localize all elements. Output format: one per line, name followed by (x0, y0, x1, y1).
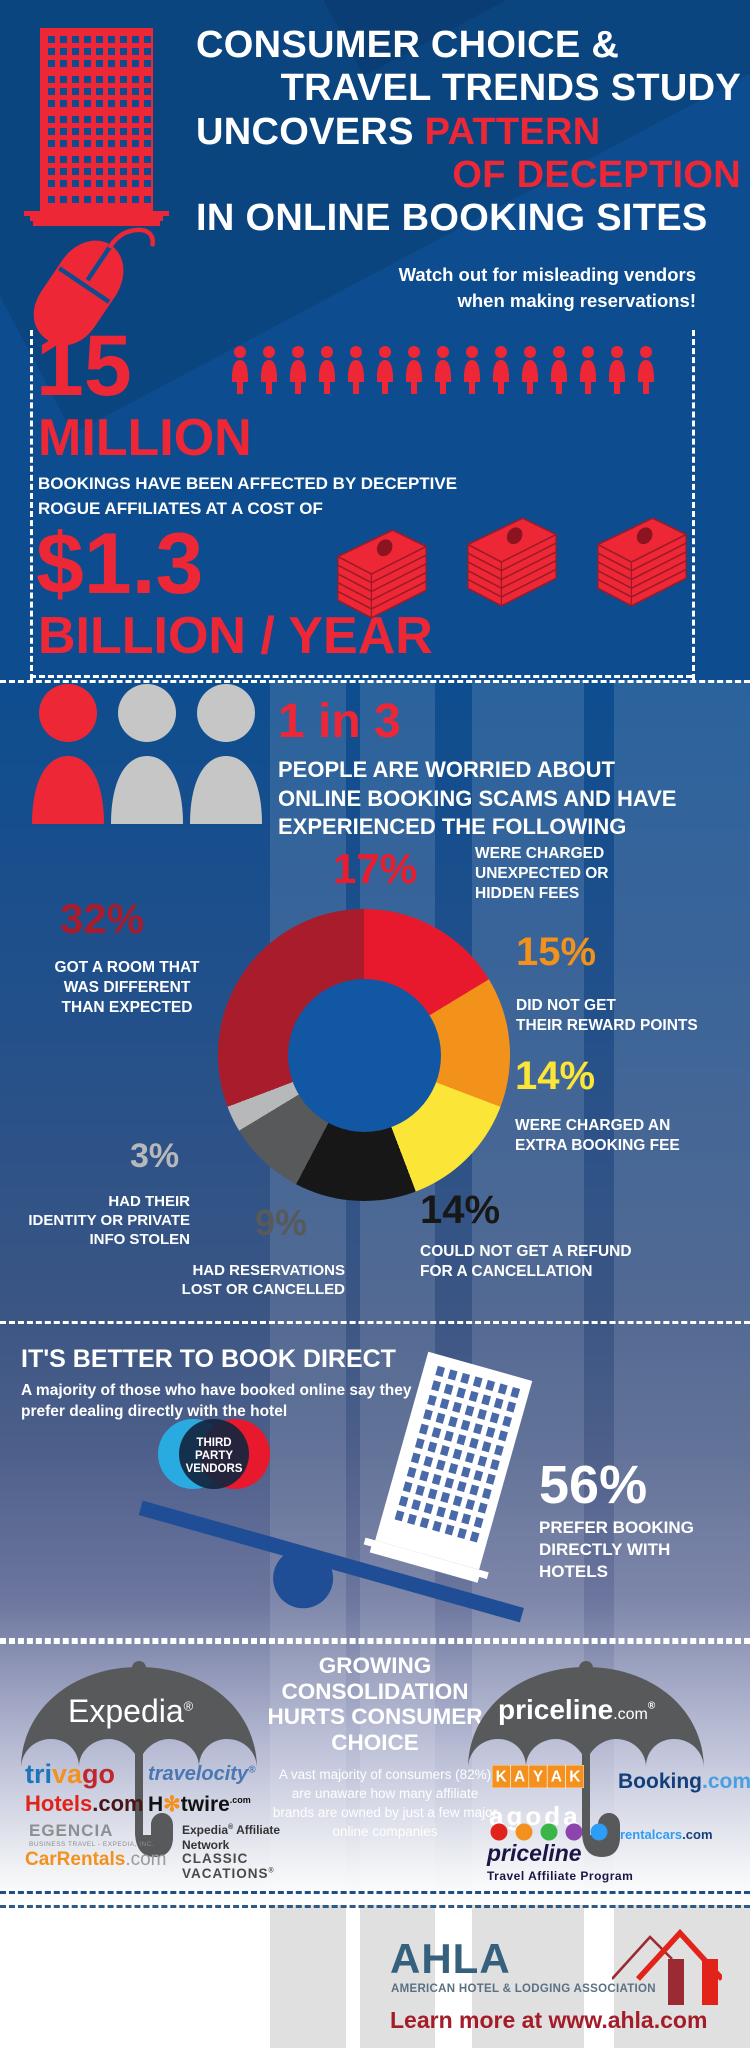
svg-text:VENDORS: VENDORS (186, 1463, 243, 1475)
svg-text:K: K (569, 1769, 581, 1786)
svg-text:A: A (514, 1769, 525, 1786)
svg-text:K: K (496, 1769, 508, 1786)
svg-text:Y: Y (533, 1769, 544, 1786)
svg-text:A: A (551, 1769, 562, 1786)
svg-text:PARTY: PARTY (195, 1450, 233, 1462)
svg-text:THIRD: THIRD (196, 1437, 231, 1449)
